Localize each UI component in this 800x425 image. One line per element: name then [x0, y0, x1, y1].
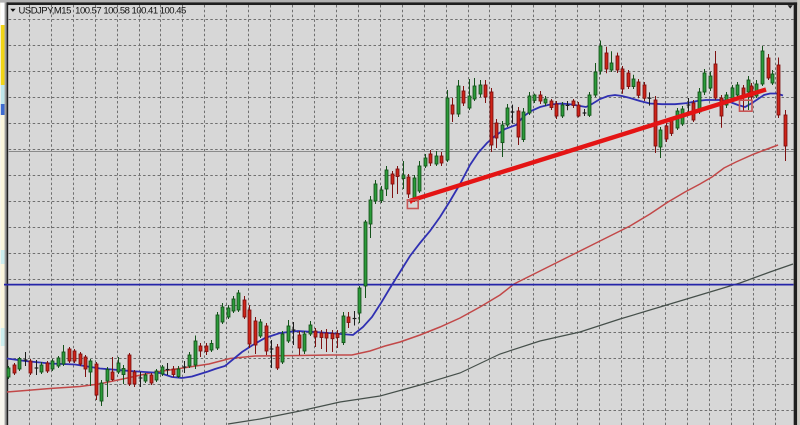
svg-text:USDJPY,M15 100.57 100.58 100.: USDJPY,M15 100.57 100.58 100.41 100.45 [19, 6, 187, 17]
